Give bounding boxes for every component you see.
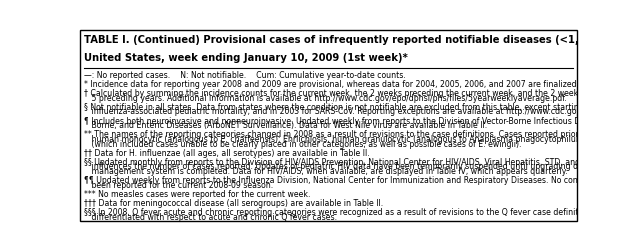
Text: Borne, and Enteric Diseases (ArboNET Surveillance). Data for West Nile virus are: Borne, and Enteric Diseases (ArboNET Sur… [84, 121, 487, 130]
Text: ††† Data for meningococcal disease (all serogroups) are available in Table II.: ††† Data for meningococcal disease (all … [84, 199, 383, 208]
Text: ¶ Includes both neuroinvasive and nonneuroinvasive. Updated weekly from reports : ¶ Includes both neuroinvasive and nonneu… [84, 117, 641, 126]
Text: human monocytic (analogous to E. chaffeensis); Ehrlichiosis, human granulocytic : human monocytic (analogous to E. chaffee… [84, 135, 641, 144]
Text: §§ Updated monthly from reports to the Division of HIV/AIDS Prevention, National: §§ Updated monthly from reports to the D… [84, 158, 641, 167]
Text: † Calculated by summing the incidence counts for the current week, the 2 weeks p: † Calculated by summing the incidence co… [84, 89, 641, 98]
Text: ¶¶ Updated weekly from reports to the Influenza Division, National Center for Im: ¶¶ Updated weekly from reports to the In… [84, 176, 641, 185]
Text: management system is completed. Data for HIV/AIDS, when available, are displayed: management system is completed. Data for… [84, 167, 568, 176]
Text: *** No measles cases were reported for the current week.: *** No measles cases were reported for t… [84, 190, 311, 199]
Text: been reported for the current 2008-09 season.: been reported for the current 2008-09 se… [84, 181, 273, 190]
Text: —: No reported cases.    N: Not notifiable.    Cum: Cumulative year-to-date coun: —: No reported cases. N: Not notifiable.… [84, 71, 406, 80]
FancyBboxPatch shape [80, 30, 577, 221]
Text: TABLE I. (Continued) Provisional cases of infrequently reported notifiable disea: TABLE I. (Continued) Provisional cases o… [84, 35, 641, 45]
Text: (which included cases unable to be clearly placed in other categories, as well a: (which included cases unable to be clear… [84, 140, 522, 149]
Text: differentiated with respect to acute and chronic Q fever cases.: differentiated with respect to acute and… [84, 213, 337, 222]
Text: **** Updated weekly from reports to the Division of Viral and Rickettsial Diseas: **** Updated weekly from reports to the … [84, 231, 641, 240]
Text: ¶¶¶ The two rubella cases reported for the current week were unknown.: ¶¶¶ The two rubella cases reported for t… [84, 222, 367, 231]
Text: influenza-associated pediatric mortality, and in 2003 for SARS-CoV. Reporting ex: influenza-associated pediatric mortality… [84, 107, 641, 117]
Text: ** The names of the reporting categories changed in 2008 as a result of revision: ** The names of the reporting categories… [84, 130, 641, 139]
Text: § Not notifiable in all states. Data from states where the condition is not noti: § Not notifiable in all states. Data fro… [84, 103, 641, 112]
Text: 5 preceding years. Additional information is available at http://www.cdc.gov/epo: 5 preceding years. Additional informatio… [84, 94, 567, 103]
Text: §§§ In 2008, Q fever acute and chronic reporting categories were recognized as a: §§§ In 2008, Q fever acute and chronic r… [84, 208, 641, 217]
Text: * Incidence data for reporting year 2008 and 2009 are provisional, whereas data : * Incidence data for reporting year 2008… [84, 80, 579, 89]
Text: influences the number of cases reported. Updates of pediatric HIV data have been: influences the number of cases reported.… [84, 162, 641, 171]
Text: United States, week ending January 10, 2009 (1st week)*: United States, week ending January 10, 2… [84, 53, 408, 63]
Text: †† Data for H. influenzae (all ages, all serotypes) are available in Table II.: †† Data for H. influenzae (all ages, all… [84, 149, 370, 158]
